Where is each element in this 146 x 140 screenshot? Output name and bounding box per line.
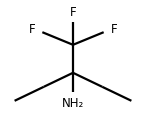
Text: F: F xyxy=(70,6,76,19)
Text: F: F xyxy=(111,23,117,36)
Text: F: F xyxy=(29,23,35,36)
Text: NH₂: NH₂ xyxy=(62,97,84,110)
